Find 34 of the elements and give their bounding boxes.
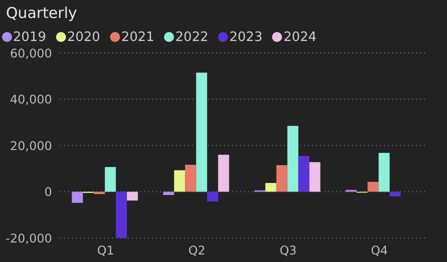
y-tick-label: 0 bbox=[44, 185, 52, 200]
bar bbox=[116, 192, 127, 238]
y-tick-label: -20,000 bbox=[6, 231, 52, 246]
bar bbox=[368, 182, 379, 192]
legend-label: 2023 bbox=[229, 30, 262, 45]
bar bbox=[126, 192, 138, 201]
bar bbox=[104, 167, 116, 192]
bar bbox=[265, 182, 276, 192]
bar bbox=[185, 164, 196, 192]
bar bbox=[174, 170, 186, 192]
bar bbox=[163, 192, 174, 195]
legend-label: 2021 bbox=[121, 30, 154, 45]
legend-label: 2020 bbox=[67, 30, 100, 45]
legend-label: 2022 bbox=[175, 30, 208, 45]
bar bbox=[287, 126, 298, 192]
x-tick-label: Q4 bbox=[370, 244, 388, 258]
x-tick-label: Q1 bbox=[97, 244, 114, 258]
bar bbox=[309, 162, 320, 192]
y-tick-label: 40,000 bbox=[10, 92, 52, 107]
bar bbox=[207, 192, 218, 202]
bar bbox=[276, 165, 288, 192]
chart-title: Quarterly bbox=[6, 4, 77, 22]
bar bbox=[298, 156, 310, 192]
bar bbox=[196, 72, 208, 192]
bar bbox=[378, 152, 390, 192]
legend-label: 2019 bbox=[13, 30, 46, 45]
bar bbox=[218, 154, 230, 192]
x-tick-label: Q3 bbox=[280, 244, 297, 258]
y-tick-label: 60,000 bbox=[10, 46, 52, 60]
bar bbox=[390, 192, 401, 196]
bar bbox=[72, 192, 83, 203]
x-tick-label: Q2 bbox=[188, 244, 206, 258]
legend-label: 2024 bbox=[283, 30, 317, 45]
y-tick-label: 20,000 bbox=[10, 138, 52, 153]
